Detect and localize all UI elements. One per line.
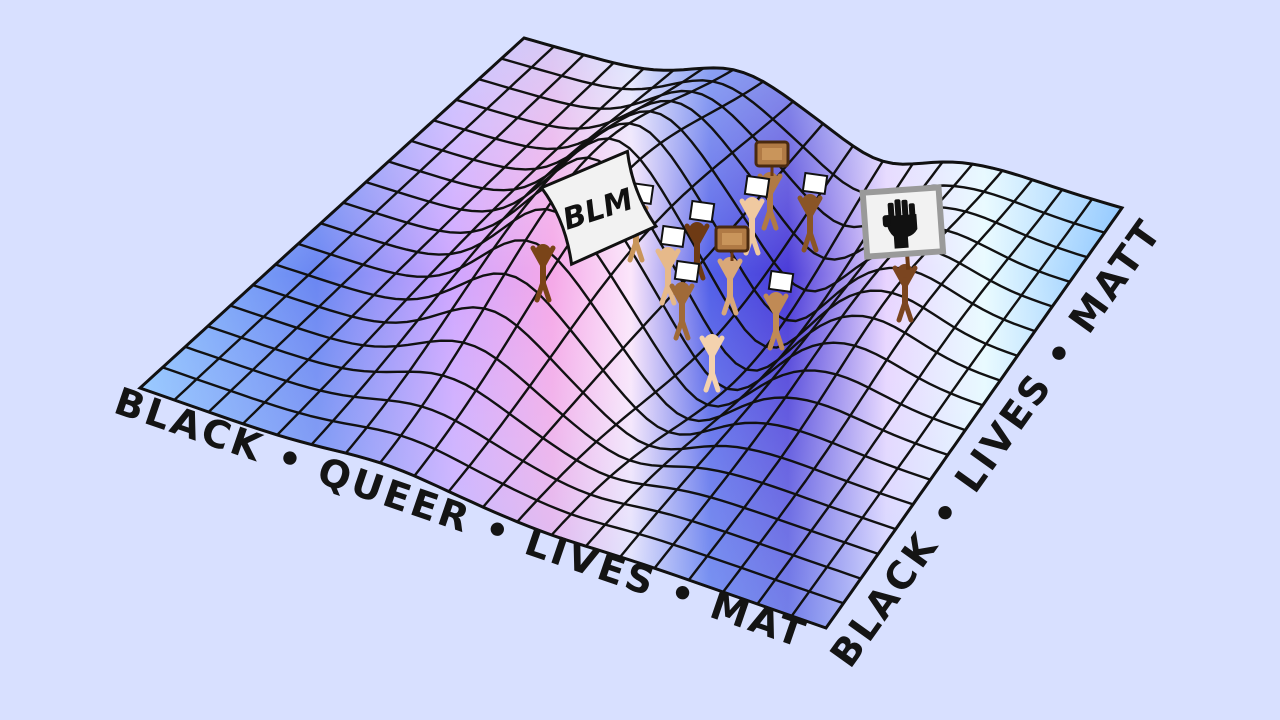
grid-line-v bbox=[297, 239, 949, 457]
grid-line-u bbox=[276, 67, 645, 436]
protester bbox=[714, 225, 750, 316]
protester bbox=[699, 334, 725, 393]
protester bbox=[797, 171, 829, 253]
protester bbox=[763, 269, 795, 351]
grid-line-v bbox=[184, 345, 862, 580]
grid-line-v bbox=[207, 325, 879, 556]
grid-line-u bbox=[207, 54, 585, 413]
grid-line-u bbox=[447, 100, 794, 493]
grid-line-v bbox=[162, 366, 844, 605]
grid-line-u bbox=[516, 145, 854, 523]
grid-line-u bbox=[790, 198, 1094, 617]
grid-line-u bbox=[173, 45, 555, 401]
grid-line-v bbox=[433, 110, 1053, 308]
protest-crowd bbox=[530, 140, 918, 393]
raised-fist-icon bbox=[882, 199, 918, 249]
grid-line-v bbox=[388, 137, 1018, 357]
protester bbox=[739, 174, 771, 256]
grid-line-u bbox=[550, 160, 884, 536]
grid-line-v bbox=[252, 283, 914, 506]
warped-grid-surface bbox=[137, 36, 1125, 630]
protester bbox=[530, 244, 556, 303]
blm-banner: BLM bbox=[539, 149, 659, 267]
grid-line-v bbox=[501, 57, 1105, 234]
grid-line-u bbox=[584, 163, 914, 547]
grid-line-u bbox=[722, 179, 1034, 593]
grid-line-v bbox=[478, 78, 1088, 259]
grid-line-u bbox=[687, 169, 1004, 581]
fist-sign bbox=[859, 184, 947, 270]
protester bbox=[669, 259, 701, 341]
grid-outline bbox=[137, 36, 1125, 630]
grid-line-v bbox=[320, 207, 966, 432]
protester bbox=[892, 264, 918, 323]
grid-line-u bbox=[242, 61, 615, 425]
grid-line-v bbox=[230, 304, 896, 531]
grid-line-u bbox=[310, 69, 675, 446]
grid-line-v bbox=[275, 263, 931, 481]
grid-surface-shade bbox=[140, 38, 1122, 628]
protester bbox=[655, 224, 687, 306]
protester bbox=[754, 140, 790, 231]
grid-line-u bbox=[756, 188, 1064, 605]
